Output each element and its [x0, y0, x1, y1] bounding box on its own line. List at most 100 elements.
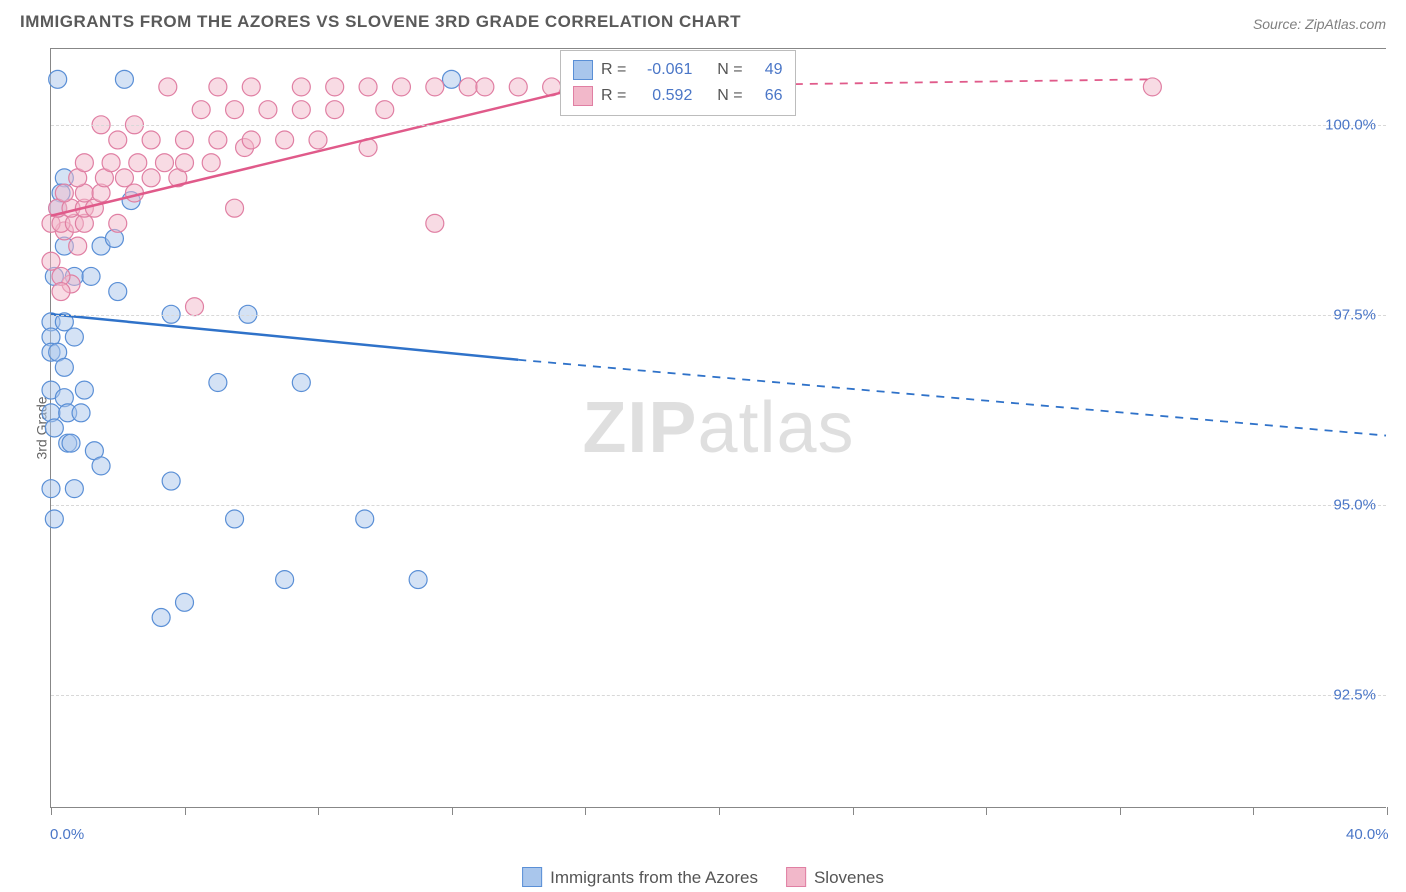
r-value: 0.592 [634, 83, 692, 109]
gridline-h [51, 125, 1386, 126]
data-point [186, 298, 204, 316]
data-point [192, 101, 210, 119]
trend-line-ext [518, 360, 1386, 436]
data-point [55, 184, 73, 202]
gridline-h [51, 315, 1386, 316]
data-point [292, 374, 310, 392]
x-tick-label: 0.0% [50, 826, 84, 843]
data-point [102, 154, 120, 172]
source-label: Source: ZipAtlas.com [1253, 16, 1386, 32]
data-point [309, 131, 327, 149]
data-point [276, 571, 294, 589]
plot-area: ZIPatlas 92.5%95.0%97.5%100.0% [50, 48, 1386, 808]
data-point [115, 169, 133, 187]
data-point [69, 237, 87, 255]
data-point [409, 571, 427, 589]
data-point [426, 78, 444, 96]
data-point [62, 434, 80, 452]
data-point [326, 101, 344, 119]
trend-line [51, 314, 518, 359]
data-point [155, 154, 173, 172]
x-tick [185, 807, 186, 815]
legend-swatch [786, 867, 806, 887]
trend-line [51, 87, 585, 216]
data-point [82, 267, 100, 285]
data-point [52, 283, 70, 301]
data-point [109, 214, 127, 232]
legend-label: Slovenes [814, 868, 884, 887]
y-tick-label: 100.0% [1325, 117, 1376, 134]
data-point [65, 480, 83, 498]
data-point [1143, 78, 1161, 96]
data-point [509, 78, 527, 96]
data-point [226, 199, 244, 217]
scatter-svg [51, 49, 1386, 807]
stats-row: R =0.592 N =66 [573, 83, 783, 109]
data-point [242, 131, 260, 149]
data-point [356, 510, 374, 528]
data-point [176, 154, 194, 172]
r-label: R = [601, 83, 626, 109]
data-point [376, 101, 394, 119]
data-point [359, 78, 377, 96]
data-point [443, 70, 461, 88]
data-point [92, 457, 110, 475]
data-point [276, 131, 294, 149]
data-point [115, 70, 133, 88]
data-point [176, 593, 194, 611]
data-point [209, 78, 227, 96]
data-point [75, 154, 93, 172]
chart-title: IMMIGRANTS FROM THE AZORES VS SLOVENE 3R… [20, 12, 741, 32]
x-tick [1120, 807, 1121, 815]
data-point [326, 78, 344, 96]
legend-swatch [522, 867, 542, 887]
data-point [42, 480, 60, 498]
n-label: N = [717, 83, 742, 109]
y-tick-label: 92.5% [1333, 687, 1376, 704]
x-tick-label: 40.0% [1346, 826, 1389, 843]
data-point [226, 510, 244, 528]
legend-label: Immigrants from the Azores [550, 868, 758, 887]
x-tick [853, 807, 854, 815]
chart-header: IMMIGRANTS FROM THE AZORES VS SLOVENE 3R… [0, 0, 1406, 40]
x-tick [1387, 807, 1388, 815]
data-point [75, 381, 93, 399]
gridline-h [51, 695, 1386, 696]
data-point [152, 609, 170, 627]
data-point [202, 154, 220, 172]
data-point [159, 78, 177, 96]
r-value: -0.061 [634, 57, 692, 83]
data-point [292, 101, 310, 119]
data-point [129, 154, 147, 172]
y-tick-label: 97.5% [1333, 307, 1376, 324]
data-point [55, 358, 73, 376]
data-point [45, 510, 63, 528]
x-tick [51, 807, 52, 815]
data-point [209, 374, 227, 392]
legend-item: Immigrants from the Azores [522, 867, 758, 888]
x-tick [986, 807, 987, 815]
bottom-legend: Immigrants from the Azores Slovenes [522, 867, 884, 888]
gridline-h [51, 505, 1386, 506]
x-tick [719, 807, 720, 815]
data-point [176, 131, 194, 149]
data-point [109, 283, 127, 301]
data-point [109, 131, 127, 149]
x-tick [1253, 807, 1254, 815]
data-point [426, 214, 444, 232]
stats-legend: R =-0.061 N =49R =0.592 N =66 [560, 50, 796, 116]
r-label: R = [601, 57, 626, 83]
data-point [242, 78, 260, 96]
legend-swatch [573, 86, 593, 106]
data-point [45, 419, 63, 437]
data-point [259, 101, 277, 119]
data-point [292, 78, 310, 96]
data-point [209, 131, 227, 149]
n-label: N = [717, 57, 742, 83]
y-tick-label: 95.0% [1333, 497, 1376, 514]
stats-row: R =-0.061 N =49 [573, 57, 783, 83]
legend-item: Slovenes [786, 867, 884, 888]
x-tick [585, 807, 586, 815]
x-tick [318, 807, 319, 815]
data-point [162, 472, 180, 490]
